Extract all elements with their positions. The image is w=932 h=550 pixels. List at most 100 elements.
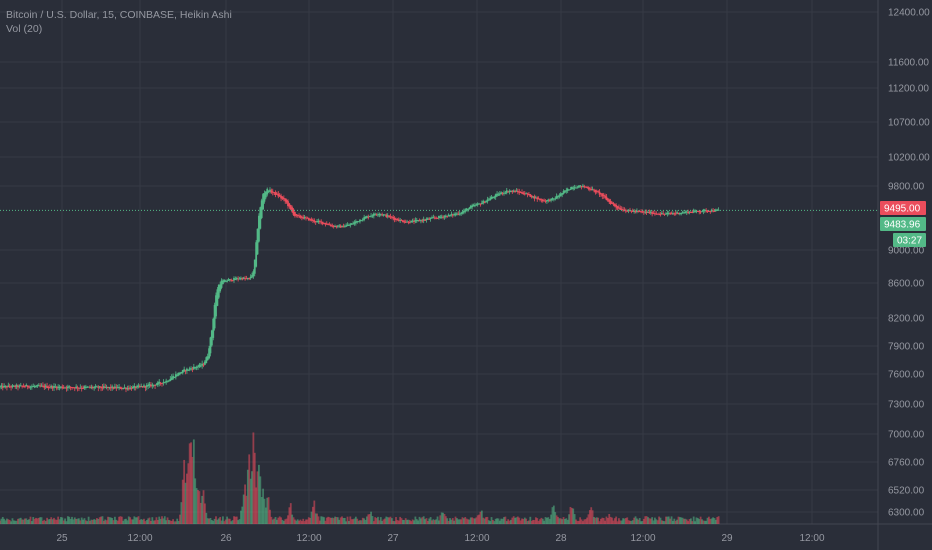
volume-bar xyxy=(197,489,199,524)
volume-bar xyxy=(141,519,144,524)
candle-body xyxy=(674,213,677,215)
volume-bar xyxy=(25,518,28,524)
time-axis[interactable]: 25 12:00 26 12:00 27 12:00 28 12:00 29 12:00 xyxy=(56,533,825,544)
volume-bar xyxy=(83,518,86,524)
candle-body xyxy=(493,196,496,198)
volume-bar xyxy=(234,516,237,524)
candle-body xyxy=(429,217,432,219)
candle-body xyxy=(595,191,598,193)
candle-body xyxy=(179,373,181,375)
volume-bar xyxy=(672,520,674,524)
candle-body xyxy=(570,186,573,190)
candle-body xyxy=(143,385,145,387)
volume-bar xyxy=(343,517,346,524)
candle-body xyxy=(132,386,134,389)
volume-bar xyxy=(100,516,102,524)
volume-bar xyxy=(140,519,143,524)
volume-bar xyxy=(540,517,543,524)
volume-bar xyxy=(262,488,264,524)
candle-body xyxy=(48,387,51,389)
volume-bar xyxy=(424,519,426,524)
volume-bar xyxy=(57,516,60,524)
candle-body xyxy=(371,215,374,217)
volume-bar xyxy=(18,518,21,524)
candle-body xyxy=(299,215,302,218)
volume-bar xyxy=(364,519,367,524)
candle-body xyxy=(703,209,706,211)
candle-body xyxy=(0,386,1,388)
volume-bar xyxy=(547,517,550,524)
candle-body xyxy=(306,217,309,219)
candle-body xyxy=(372,213,375,216)
volume-bar xyxy=(19,517,22,524)
candle-body xyxy=(501,193,504,195)
volume-bar xyxy=(336,517,339,524)
candle-body xyxy=(102,386,105,388)
volume-bar xyxy=(144,521,147,524)
volume-bar xyxy=(159,518,162,524)
volume-indicator-label[interactable]: Vol (20) xyxy=(6,23,43,35)
volume-bar xyxy=(165,520,168,524)
volume-bar xyxy=(54,519,57,524)
volume-bar xyxy=(273,518,276,524)
volume-bar xyxy=(48,519,51,524)
volume-bar xyxy=(143,518,145,524)
volume-bar xyxy=(51,519,54,524)
candle-body xyxy=(155,384,158,386)
candle-body xyxy=(235,277,238,280)
candle-body xyxy=(444,215,447,217)
candle-body xyxy=(330,224,332,227)
price-axis[interactable]: 12400.00 11600.00 11200.00 10700.00 10200.00… xyxy=(888,8,930,519)
candle-body xyxy=(192,366,195,369)
volume-bar xyxy=(562,517,565,524)
volume-bar xyxy=(66,516,69,524)
candle-body xyxy=(490,196,493,200)
candle-body xyxy=(503,192,505,194)
candle-body xyxy=(73,387,76,389)
volume-bar xyxy=(222,516,224,524)
volume-bar xyxy=(75,519,78,524)
volume-bar xyxy=(554,512,557,524)
candle-body xyxy=(71,387,73,389)
volume-bar xyxy=(471,517,474,524)
volume-bar xyxy=(584,519,587,524)
volume-bar xyxy=(667,516,670,524)
volume-bar xyxy=(14,520,17,524)
candle-body xyxy=(345,225,348,227)
candle-body xyxy=(474,205,476,207)
candle-body xyxy=(19,385,22,387)
candle-body xyxy=(350,223,353,225)
candle-body xyxy=(512,190,515,192)
volume-bar xyxy=(40,517,43,524)
candle-body xyxy=(654,213,656,215)
volume-bar xyxy=(564,519,566,524)
candle-body xyxy=(267,191,270,193)
volume-bar xyxy=(155,517,158,524)
volume-bar xyxy=(274,517,277,524)
candle-body xyxy=(222,280,224,285)
volume-bar xyxy=(688,519,691,524)
candle-body xyxy=(4,385,7,387)
candle-body xyxy=(242,277,245,279)
candle-body xyxy=(439,216,442,218)
candle-body xyxy=(637,211,640,213)
volume-bar xyxy=(306,519,309,524)
volume-bar xyxy=(374,517,377,524)
countdown-tag xyxy=(893,233,926,247)
volume-bar xyxy=(245,495,248,524)
candle-body xyxy=(580,185,583,187)
candle-body xyxy=(546,200,548,202)
volume-bar xyxy=(109,517,112,524)
symbol-title[interactable]: Bitcoin / U.S. Dollar, 15, COINBASE, Hei… xyxy=(6,9,232,21)
volume-bar xyxy=(536,518,539,524)
volume-bar xyxy=(253,452,256,524)
candle-body xyxy=(278,195,281,197)
volume-bar xyxy=(73,517,76,524)
volume-bar xyxy=(414,516,417,524)
candle-body xyxy=(255,242,258,267)
candle-body xyxy=(514,190,516,193)
volume-bar xyxy=(698,519,701,524)
price-tick-label: 12400.00 xyxy=(888,8,930,19)
